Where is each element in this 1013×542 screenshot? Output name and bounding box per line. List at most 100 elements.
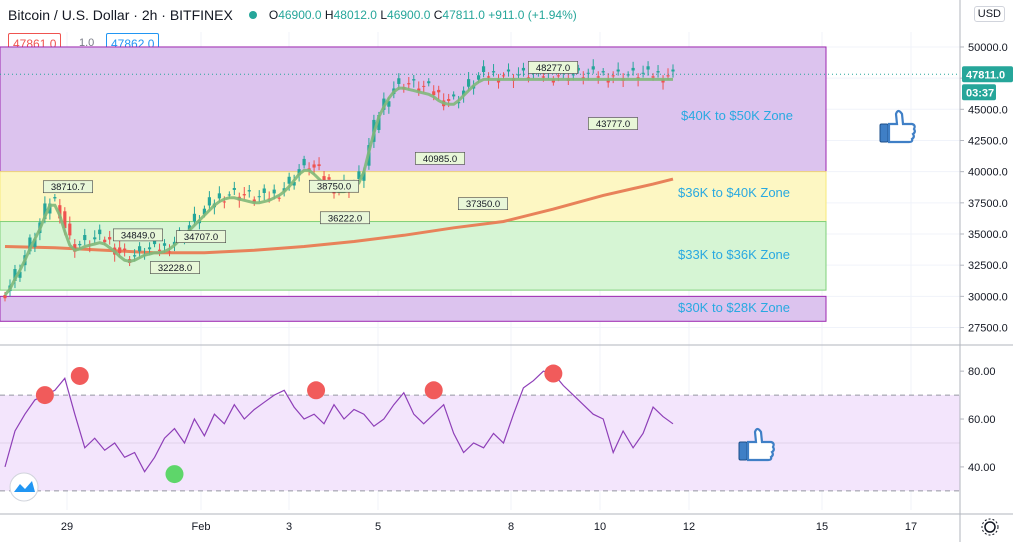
candle-body	[591, 66, 595, 70]
candle-body	[576, 67, 580, 71]
candle-body	[93, 237, 97, 240]
zone-box-1	[0, 171, 827, 223]
price-annotation: 48277.0	[536, 63, 570, 74]
candle-body	[427, 81, 431, 84]
candle-body	[317, 164, 321, 167]
candle-body	[202, 208, 207, 215]
rsi-marker	[544, 364, 563, 383]
candle-body	[506, 69, 511, 72]
last-price-badge	[962, 66, 1013, 83]
x-tick-label: Feb	[192, 521, 211, 533]
settings-gear-icon[interactable]	[984, 521, 996, 533]
rsi-marker	[165, 465, 184, 484]
y-tick-label: 40000.0	[968, 167, 1008, 179]
candle-body	[242, 194, 246, 196]
price-annotation: 34707.0	[184, 232, 218, 243]
candle-body	[272, 189, 276, 194]
candle-body	[671, 69, 675, 72]
candle-body	[227, 194, 231, 196]
candle-body	[133, 255, 137, 257]
candle-body	[192, 213, 197, 222]
candle-body	[322, 176, 326, 183]
candle-body	[601, 71, 605, 73]
price-annotation-box	[150, 261, 201, 274]
rsi-marker	[424, 381, 443, 400]
candle-body	[222, 201, 226, 203]
candle-body	[417, 88, 421, 92]
candle-body	[257, 196, 261, 198]
candle-body	[13, 269, 17, 281]
candle-body	[63, 211, 67, 229]
candle-body	[162, 243, 167, 246]
candle-body	[596, 76, 600, 78]
zone-box-3	[0, 295, 827, 322]
candle-body	[123, 248, 127, 251]
y-tick-label: 27500.0	[968, 323, 1008, 335]
candle-body	[521, 67, 526, 71]
rsi-y-tick-label: 40.00	[968, 462, 996, 474]
candle-body	[646, 66, 650, 70]
candle-body	[656, 71, 660, 73]
settings-gear-teeth	[981, 518, 999, 536]
candle-body	[377, 115, 381, 130]
x-tick-label: 10	[594, 521, 606, 533]
candle-body	[187, 225, 192, 231]
candle-body	[247, 190, 251, 192]
y-tick-label: 42500.0	[968, 135, 1008, 147]
candle-body	[412, 79, 416, 81]
candle-body	[207, 197, 211, 206]
zone-label: $30K to $28K Zone	[678, 300, 790, 315]
candle-body	[287, 176, 291, 184]
candle-body	[432, 91, 436, 96]
candle-body	[357, 171, 361, 179]
candle-body	[541, 76, 545, 78]
candle-body	[556, 75, 560, 77]
y-tick-label: 45000.0	[968, 104, 1008, 116]
candle-body	[167, 251, 172, 253]
candle-body	[78, 243, 82, 246]
open-label: O	[268, 8, 279, 22]
candle-body	[651, 76, 655, 78]
ema-slow-line	[4, 177, 674, 255]
rsi-y-tick-label: 80.00	[968, 366, 996, 378]
price-annotation: 37350.0	[466, 199, 500, 210]
price-annotation-box	[527, 61, 578, 74]
zone-box-0	[0, 46, 827, 173]
price-annotation: 36222.0	[328, 213, 362, 224]
rsi-line	[4, 370, 674, 473]
candle-body	[103, 239, 107, 243]
candle-body	[397, 78, 401, 84]
candle-body	[58, 205, 62, 219]
candle-body	[616, 69, 620, 72]
candle-body	[28, 237, 32, 252]
zone-label: $33K to $36K Zone	[678, 247, 790, 262]
high-label: H	[324, 8, 334, 22]
candle-body	[33, 238, 37, 247]
y-tick-label: 35000.0	[968, 229, 1008, 241]
x-tick-label: 15	[816, 521, 828, 533]
candle-body	[277, 197, 281, 199]
candle-body	[387, 101, 391, 107]
currency-button[interactable]: USD	[973, 6, 1005, 22]
low-value: 46900.0	[387, 8, 431, 22]
candle-body	[457, 102, 461, 104]
x-tick-label: 8	[508, 521, 514, 533]
candle-body	[43, 203, 47, 220]
open-value: 46900.0	[278, 8, 322, 22]
candle-body	[447, 99, 451, 101]
price-annotation-box	[42, 180, 94, 194]
candle-body	[327, 177, 331, 180]
price-annotation: 38750.0	[317, 182, 351, 193]
candle-body	[302, 158, 306, 166]
candle-body	[491, 71, 496, 73]
tradingview-logo-icon[interactable]	[9, 472, 39, 502]
candle-body	[157, 249, 162, 251]
spread-value: 1.0	[79, 37, 95, 49]
x-tick-label: 29	[61, 521, 73, 533]
candle-body	[217, 193, 221, 199]
symbol-title[interactable]: Bitcoin / U.S. Dollar · 2h · BITFINEX	[8, 7, 233, 23]
candle-body	[73, 244, 77, 252]
candle-body	[571, 74, 575, 76]
rsi-marker	[35, 386, 54, 405]
